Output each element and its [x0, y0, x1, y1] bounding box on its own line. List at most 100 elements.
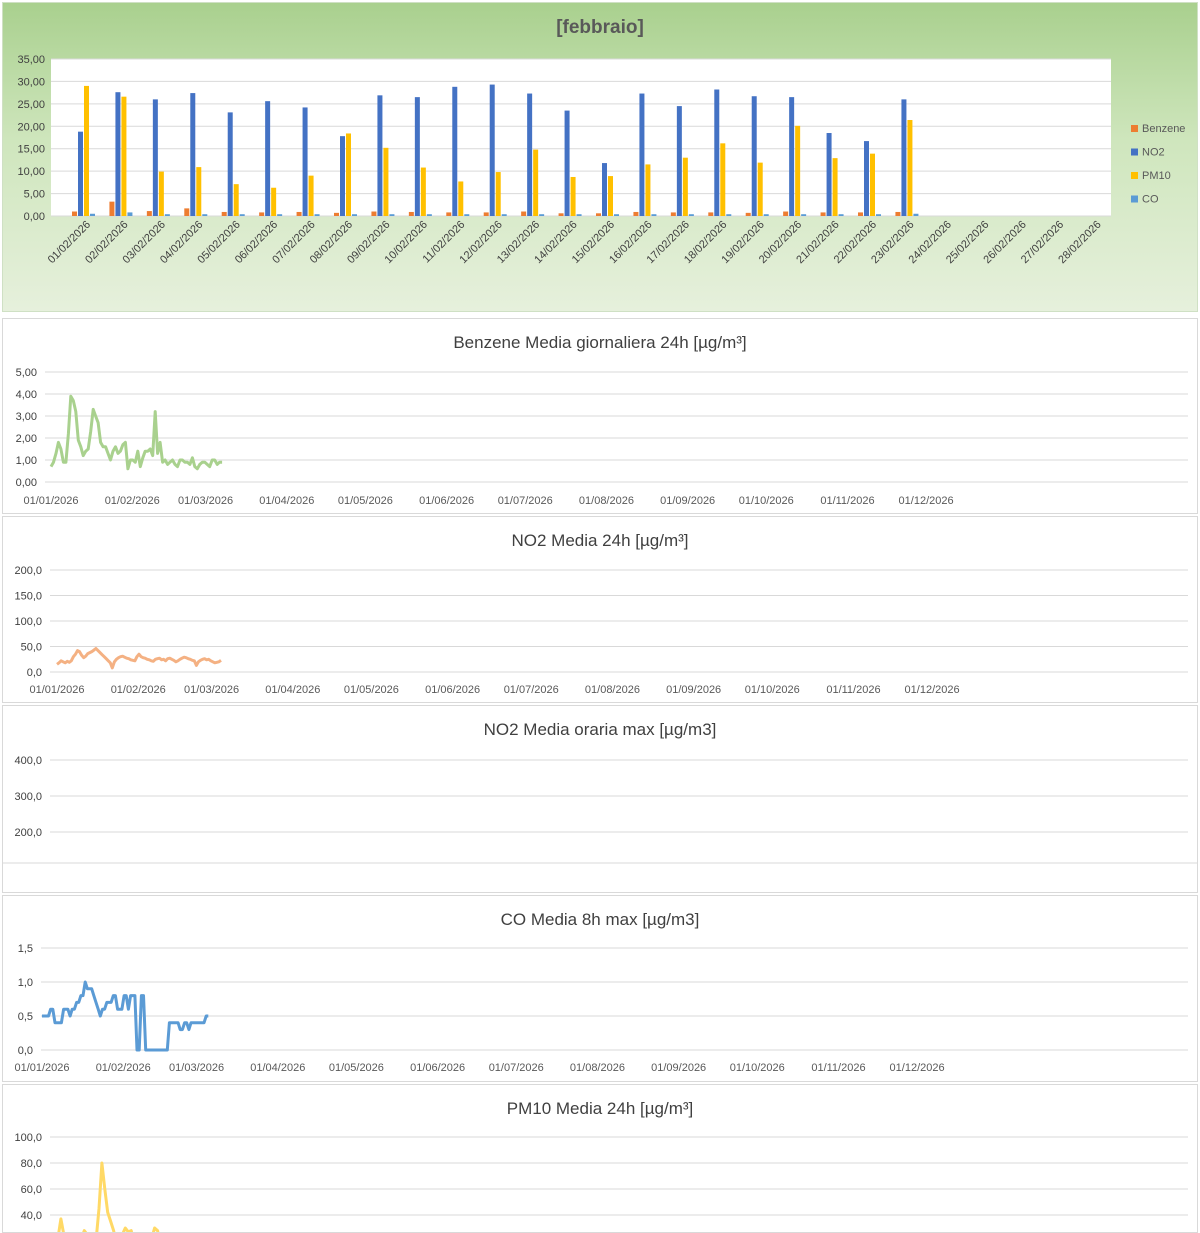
bar [501, 214, 507, 216]
y-tick-label: 15,00 [17, 144, 45, 156]
x-tick-label: 01/01/2026 [23, 495, 78, 507]
bar [801, 214, 807, 216]
y-tick-label: 200,0 [14, 565, 42, 577]
bar [72, 211, 77, 216]
chart-title: PM10 Media 24h [µg/m³] [506, 1099, 694, 1118]
bar [152, 99, 158, 216]
bar [109, 201, 115, 216]
bar [533, 149, 539, 216]
bar [227, 112, 233, 216]
bar [408, 211, 414, 216]
legend-swatch [1131, 195, 1138, 203]
y-tick-label: 25,00 [17, 99, 45, 111]
bar [838, 214, 844, 216]
x-tick-label: 01/12/2026 [899, 495, 954, 507]
x-tick-label: 01/10/2026 [739, 495, 794, 507]
bar [783, 211, 789, 216]
chart-title: Benzene Media giornaliera 24h [µg/m³] [453, 333, 747, 352]
bar [352, 214, 357, 216]
bar [426, 214, 432, 216]
bar [907, 120, 913, 216]
bar [464, 214, 470, 216]
y-tick-label: 4,00 [16, 389, 37, 401]
bar [539, 214, 545, 216]
bar [745, 212, 751, 216]
bar [340, 136, 345, 216]
legend-swatch [1131, 125, 1138, 132]
bar [296, 211, 302, 216]
co-line-chart: 0,0 0,5 1,0 1,5 01/01/2026 01/02/2026 01/03/20… [14, 943, 1188, 1074]
x-tick-label: 01/08/2026 [570, 1062, 625, 1074]
bar [608, 176, 613, 216]
y-tick-label: 5,00 [24, 189, 45, 201]
x-tick-label: 01/01/2026 [14, 1062, 69, 1074]
x-tick-label: 01/11/2026 [826, 684, 880, 696]
bar [265, 101, 271, 216]
bar [452, 86, 458, 216]
bar [383, 147, 389, 216]
no2-oraria-chart-panel: NO2 Media oraria max [µg/m3] 100,0200,03… [2, 705, 1198, 893]
y-tick-label: 1,5 [18, 943, 33, 955]
bar [202, 214, 208, 216]
x-tick-label: 01/11/2026 [811, 1062, 865, 1074]
x-tick-label: 01/05/2026 [329, 1062, 384, 1074]
x-tick-label: 01/05/2026 [338, 495, 393, 507]
bar [688, 214, 694, 216]
bar [570, 176, 576, 216]
y-tick-label: 10,00 [17, 166, 45, 178]
y-tick-label: 150,0 [14, 591, 42, 603]
x-tick-label: 01/04/2026 [265, 684, 320, 696]
y-tick-label: 80,0 [21, 1158, 42, 1170]
chart-title: NO2 Media 24h [µg/m³] [511, 531, 689, 550]
y-tick-label: 100,0 [14, 616, 42, 628]
bar [521, 211, 527, 216]
y-tick-label: 1,00 [16, 455, 37, 467]
bar [221, 211, 227, 216]
bar [726, 214, 732, 216]
y-tick-label: 0,00 [24, 211, 45, 223]
x-tick-label: 01/01/2026 [29, 684, 84, 696]
co-chart-panel: CO Media 8h max [µg/m3] 0,0 0,5 1,0 1,5 01/0… [2, 895, 1198, 1082]
bar [596, 213, 601, 216]
mask [3, 863, 1197, 892]
bar [870, 153, 875, 216]
bar [913, 213, 919, 216]
x-tick-label: 01/09/2026 [660, 495, 715, 507]
bar [84, 85, 89, 217]
x-tick-label: 01/07/2026 [489, 1062, 544, 1074]
bar [483, 212, 489, 216]
x-tick-label: 01/11/2026 [820, 495, 874, 507]
bar [864, 141, 869, 216]
y-tick-label: 0,5 [18, 1011, 33, 1023]
bar [371, 211, 377, 216]
bar [121, 96, 127, 216]
legend-label: NO2 [1142, 147, 1165, 159]
y-tick-label: 5,00 [16, 367, 37, 379]
x-tick-label: 01/03/2026 [178, 495, 233, 507]
bar [763, 214, 769, 216]
plot-area [51, 59, 1111, 216]
bar [277, 214, 283, 216]
x-tick-label: 01/10/2026 [745, 684, 800, 696]
x-tick-label: 01/08/2026 [579, 495, 634, 507]
bar [789, 97, 795, 216]
bar [489, 84, 495, 216]
bar [184, 208, 190, 216]
legend-label: CO [1142, 194, 1159, 206]
bar [259, 212, 265, 216]
x-tick-label: 01/02/2026 [111, 684, 166, 696]
series-line [56, 647, 222, 670]
bar [639, 93, 645, 216]
bar [682, 157, 688, 216]
bar [676, 106, 682, 216]
bar [633, 211, 639, 216]
legend-swatch [1131, 148, 1138, 156]
bar [334, 212, 339, 216]
x-tick-label: 01/05/2026 [344, 684, 399, 696]
bar [164, 214, 170, 216]
x-tick-label: 01/08/2026 [585, 684, 640, 696]
bar [308, 175, 314, 216]
bar [146, 211, 152, 216]
